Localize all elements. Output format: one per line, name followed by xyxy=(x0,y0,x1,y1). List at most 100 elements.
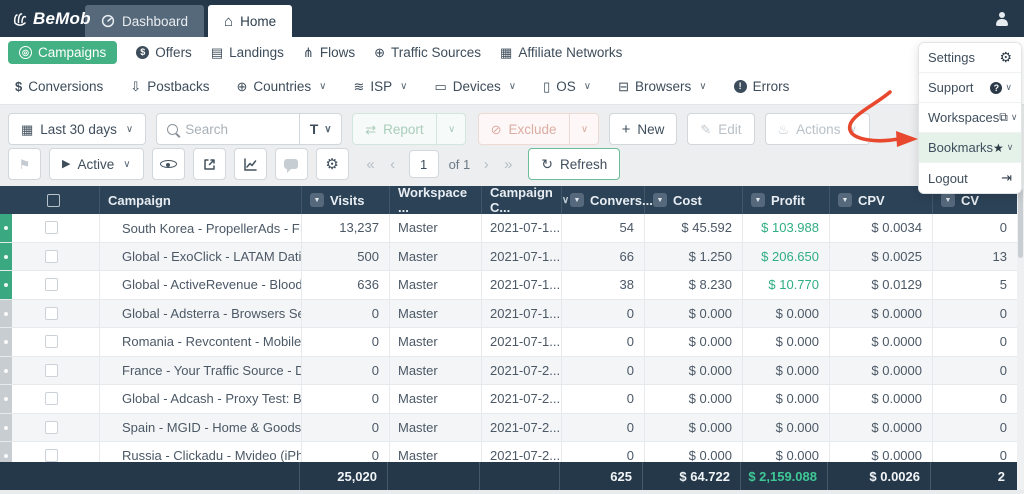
table-row[interactable]: Spain - MGID - Home & Goods 20210Master2… xyxy=(0,413,1017,442)
row-checkbox[interactable] xyxy=(45,278,58,292)
filter-devices[interactable]: ▭ Devices ∨ xyxy=(434,79,516,94)
tab-home[interactable]: ⌂ Home xyxy=(208,5,293,37)
chevron-down-icon: ∨ xyxy=(319,80,327,92)
column-header-visits[interactable]: ▼ Visits xyxy=(302,186,390,214)
filter-conversions[interactable]: $ Conversions xyxy=(15,79,103,94)
select-all-checkbox[interactable] xyxy=(47,193,60,207)
first-page-button[interactable]: « xyxy=(361,150,381,178)
total-cost: $ 64.722 xyxy=(643,462,741,490)
menu-support-label: Support xyxy=(928,80,974,95)
campaign-name-cell[interactable]: Global - ActiveRevenue - Blood Balance S… xyxy=(100,271,302,299)
table-row[interactable]: Global - Adcash - Proxy Test: Brain Test… xyxy=(0,385,1017,414)
row-checkbox[interactable] xyxy=(45,449,58,462)
vertical-scrollbar[interactable] xyxy=(1017,186,1024,490)
table-row[interactable]: Global - ExoClick - LATAM Dating 500 Maste… xyxy=(0,242,1017,271)
scrollbar-thumb[interactable] xyxy=(1018,188,1023,258)
campaign-name-cell[interactable]: Global - ExoClick - LATAM Dating xyxy=(100,242,302,270)
column-header-profit[interactable]: ▼ Profit xyxy=(743,186,830,214)
table-row[interactable]: South Korea - PropellerAds - FIFAmobile … xyxy=(0,214,1017,243)
filter-funnel-icon[interactable]: ▼ xyxy=(570,193,584,207)
row-checkbox[interactable] xyxy=(45,420,58,434)
filter-funnel-icon[interactable]: ▼ xyxy=(751,193,765,207)
calendar-icon: ▦ xyxy=(21,121,34,137)
table-row[interactable]: France - Your Traffic Source - Dyson - C… xyxy=(0,356,1017,385)
row-checkbox[interactable] xyxy=(45,306,58,320)
row-checkbox[interactable] xyxy=(45,335,58,349)
filter-funnel-icon[interactable]: ▼ xyxy=(941,193,955,207)
row-checkbox[interactable] xyxy=(45,392,58,406)
exclude-dropdown-button[interactable]: ∨ xyxy=(568,113,599,145)
row-checkbox[interactable] xyxy=(45,249,58,263)
column-header-campaign[interactable]: Campaign xyxy=(100,186,302,214)
next-page-button[interactable]: › xyxy=(476,150,496,178)
table-row[interactable]: Global - ActiveRevenue - Blood Balance S… xyxy=(0,271,1017,300)
column-header-campaign-created[interactable]: Campaign C... ∨ xyxy=(482,185,569,215)
status-filter-dropdown[interactable]: ▶ Active ∨ xyxy=(49,148,144,180)
filter-funnel-icon[interactable]: ▼ xyxy=(310,193,324,207)
filter-countries[interactable]: ⊕ Countries ∨ xyxy=(236,79,326,94)
bemob-logo[interactable]: BeMob xyxy=(12,0,91,37)
nav-item-flows[interactable]: ⋔ Flows xyxy=(303,45,355,60)
filter-postbacks[interactable]: ⇩ Postbacks xyxy=(130,79,209,94)
column-header-cpv[interactable]: ▼ CPV xyxy=(830,186,933,214)
campaign-name-cell[interactable]: South Korea - PropellerAds - FIFAmobile … xyxy=(100,214,302,242)
menu-item-support[interactable]: Support ? ∨ xyxy=(919,73,1021,103)
flag-button[interactable]: ⚑ xyxy=(8,148,41,180)
search-input[interactable] xyxy=(185,121,300,137)
page-number-input[interactable] xyxy=(408,150,439,178)
columns-settings-button[interactable]: ⚙ xyxy=(315,148,349,180)
nav-item-offers[interactable]: $ Offers xyxy=(136,45,192,60)
search-type-dropdown[interactable]: T ∨ xyxy=(299,114,341,144)
refresh-button[interactable]: ↻ Refresh xyxy=(528,148,621,180)
column-header-workspace[interactable]: Workspace ... xyxy=(390,185,482,215)
nav-item-campaigns[interactable]: ◎ Campaigns xyxy=(8,41,118,64)
nav-item-landings[interactable]: ▤ Landings xyxy=(211,45,284,60)
select-all-cell[interactable] xyxy=(0,186,100,214)
row-checkbox[interactable] xyxy=(45,221,58,235)
actions-label: Actions xyxy=(796,121,841,137)
actions-button[interactable]: ♨ Actions ∨ xyxy=(764,113,870,145)
filter-funnel-icon[interactable]: ▼ xyxy=(838,193,852,207)
menu-item-bookmarks[interactable]: Bookmarks ★ ∨ xyxy=(919,133,1021,163)
campaign-name-cell[interactable]: Spain - MGID - Home & Goods 2021 xyxy=(100,413,302,441)
campaign-name-cell[interactable]: Russia - Clickadu - Mvideo (iPhone 10+ )… xyxy=(100,442,302,462)
date-range-button[interactable]: ▦ Last 30 days ∨ xyxy=(8,113,147,145)
campaign-name-cell[interactable]: Global - Adcash - Proxy Test: Brain Test… xyxy=(100,385,302,413)
conversions-cell: 0 xyxy=(562,442,645,462)
menu-item-logout[interactable]: Logout ⇥ xyxy=(919,163,1021,193)
campaign-created-cell: 2021-07-2... xyxy=(482,413,562,441)
user-account-button[interactable] xyxy=(990,8,1014,30)
filter-errors[interactable]: ! Errors xyxy=(733,79,789,94)
export-button[interactable] xyxy=(192,148,226,180)
campaign-name-cell[interactable]: Romania - Revcontent - Mobile content [R… xyxy=(100,328,302,356)
filter-funnel-icon[interactable]: ▼ xyxy=(653,193,667,207)
visibility-button[interactable] xyxy=(151,148,185,180)
table-row[interactable]: Russia - Clickadu - Mvideo (iPhone 10+ )… xyxy=(0,442,1017,462)
previous-page-button[interactable]: ‹ xyxy=(383,150,403,178)
table-row[interactable]: Global - Adsterra - Browsers Search Exte… xyxy=(0,299,1017,328)
chevron-down-icon: ∨ xyxy=(508,80,517,92)
filter-isp[interactable]: ≋ ISP ∨ xyxy=(353,79,407,94)
edit-button[interactable]: ✎ Edit xyxy=(687,113,755,145)
campaign-name-cell[interactable]: Global - Adsterra - Browsers Search Exte… xyxy=(100,299,302,327)
exclude-button[interactable]: ⊘ Exclude xyxy=(477,113,570,145)
new-button[interactable]: + New xyxy=(608,113,678,145)
comments-button[interactable] xyxy=(274,148,308,180)
filter-os[interactable]: ▯ OS ∨ xyxy=(543,79,591,94)
report-button[interactable]: ⇄ Report xyxy=(352,113,437,145)
row-checkbox[interactable] xyxy=(45,363,58,377)
tab-dashboard[interactable]: Dashboard xyxy=(85,5,205,37)
menu-item-settings[interactable]: Settings ⚙ xyxy=(919,43,1021,73)
campaign-name-cell[interactable]: France - Your Traffic Source - Dyson - C… xyxy=(100,356,302,384)
nav-item-traffic-sources[interactable]: ⊕ Traffic Sources xyxy=(374,45,481,60)
menu-item-workspaces[interactable]: Workspaces ⧉ ∨ xyxy=(919,103,1021,133)
last-page-button[interactable]: » xyxy=(498,150,518,178)
column-header-cv[interactable]: ▼ CV xyxy=(933,186,1017,214)
table-row[interactable]: Romania - Revcontent - Mobile content [R… xyxy=(0,328,1017,357)
report-dropdown-button[interactable]: ∨ xyxy=(435,113,466,145)
nav-item-affiliate-networks[interactable]: ▦ Affiliate Networks xyxy=(500,45,622,60)
chart-button[interactable] xyxy=(233,148,267,180)
column-header-conversions[interactable]: ▼ Convers... xyxy=(562,186,653,214)
column-header-cost[interactable]: ▼ Cost xyxy=(645,186,743,214)
filter-browsers[interactable]: ⊟ Browsers ∨ xyxy=(618,79,707,94)
